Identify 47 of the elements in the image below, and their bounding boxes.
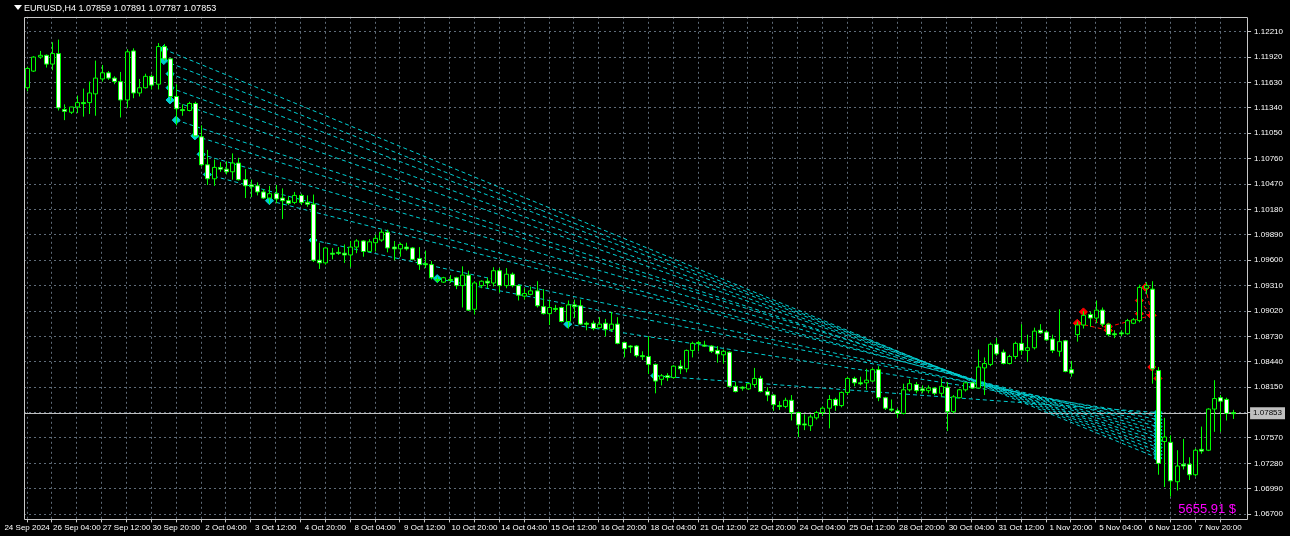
x-tick-label: 6 Nov 12:00 [1148,523,1193,533]
y-tick-label: 1.11340 [1254,103,1283,113]
x-tick-label: 15 Oct 12:00 [551,523,598,533]
x-tick-label: 10 Oct 20:00 [451,523,498,533]
y-tick-label: 1.08440 [1254,356,1284,366]
x-tick-label: 22 Oct 20:00 [749,523,797,533]
x-tick-label: 30 Sep 20:00 [152,523,201,533]
x-tick-label: 28 Oct 20:00 [898,523,946,533]
y-tick-label: 1.07570 [1254,433,1284,443]
x-tick-label: 7 Nov 20:00 [1198,523,1243,533]
x-tick-label: 1 Nov 20:00 [1049,523,1094,533]
y-tick-label: 1.10470 [1254,179,1284,189]
y-tick-label: 1.07280 [1254,458,1284,468]
x-tick-label: 3 Oct 12:00 [254,523,297,533]
x-tick-label: 9 Oct 12:00 [404,523,447,533]
y-tick-label: 1.09310 [1254,280,1284,290]
x-tick-label: 21 Oct 12:00 [700,523,747,533]
x-tick-label: 14 Oct 04:00 [501,523,548,533]
y-tick-label: 1.08730 [1254,331,1284,341]
y-tick-label: 1.09600 [1254,255,1284,265]
x-tick-label: 2 Oct 04:00 [205,523,248,533]
y-tick-label: 1.10180 [1254,204,1284,214]
y-tick-label: 1.10760 [1254,153,1284,163]
y-tick-label: 1.11920 [1254,52,1283,62]
x-tick-label: 24 Oct 04:00 [799,523,846,533]
x-tick-label: 18 Oct 04:00 [650,523,697,533]
x-tick-label: 26 Sep 04:00 [53,523,102,533]
y-tick-label: 1.11050 [1254,128,1283,138]
x-tick-label: 27 Sep 12:00 [102,523,151,533]
y-tick-label: 1.12210 [1254,26,1284,36]
y-tick-label: 1.11630 [1254,77,1283,87]
x-tick-label: 8 Oct 04:00 [354,523,397,533]
y-tick-label: 1.09020 [1254,306,1284,316]
x-tick-label: 16 Oct 20:00 [600,523,648,533]
y-tick-label: 1.09890 [1254,230,1284,240]
x-tick-label: 24 Sep 2024 [4,523,51,533]
ref-line-label: 1.07853 [1253,408,1283,418]
chart-title: EURUSD,H4 1.07859 1.07891 1.07787 1.07853 [24,2,217,13]
x-tick-label: 25 Oct 12:00 [849,523,896,533]
x-tick-label: 4 Oct 20:00 [304,523,347,533]
x-tick-label: 5 Nov 04:00 [1099,523,1143,533]
y-tick-label: 1.06990 [1254,483,1284,493]
y-tick-label: 1.08150 [1254,382,1284,392]
x-tick-label: 30 Oct 04:00 [948,523,996,533]
annotation: 5655.91 $ [1178,501,1237,517]
x-tick-label: 31 Oct 12:00 [998,523,1045,533]
y-tick-label: 1.06700 [1254,509,1284,519]
